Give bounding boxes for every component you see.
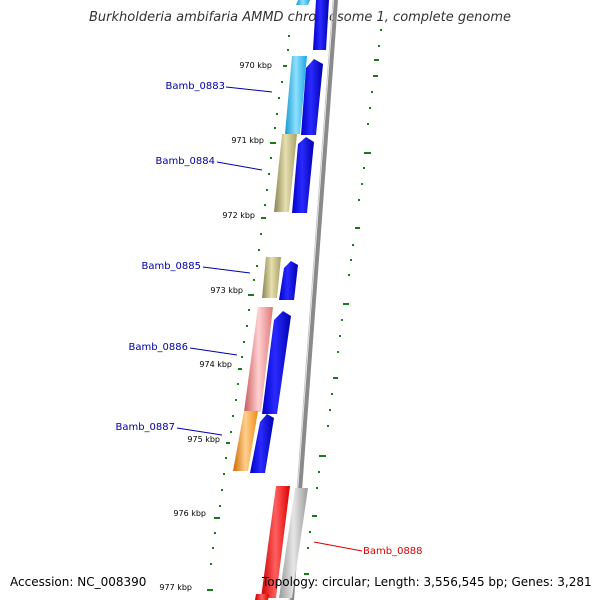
gene-feature-bamb-0888[interactable] [261,486,290,598]
tick-label: 976 kbp [173,509,206,518]
gene-feature-bamb-0885[interactable] [262,257,281,298]
gene-label-bamb-0887[interactable]: Bamb_0887 [115,422,175,433]
tick-label: 972 kbp [222,211,255,220]
gene-label-bamb-0888[interactable]: Bamb_0888 [363,546,423,557]
reverse-cds-track [255,486,308,600]
forward-cds-track [250,0,329,473]
map-title: Burkholderia ambifaria AMMD chromosome 1… [88,10,512,25]
tick-label: 970 kbp [239,61,272,70]
gene-feature-bamb-0884[interactable] [274,134,297,212]
cds-arrow[interactable] [313,0,329,50]
gene-labels: Bamb_0883 Bamb_0884 Bamb_0885 Bamb_0886 … [115,81,422,557]
cds-arrow-reverse[interactable] [279,488,308,598]
gene-feature-bamb-0887[interactable] [233,411,258,471]
gc-content-track [207,35,290,591]
gc-skew-track [304,29,382,575]
cds-arrow[interactable] [292,137,314,213]
cds-arrow[interactable] [262,311,291,414]
gene-feature-bamb-0886[interactable] [244,307,273,412]
tick-label: 974 kbp [199,360,232,369]
position-labels: 970 kbp 971 kbp 972 kbp 973 kbp 974 kbp … [159,61,272,592]
gene-feature-bottom[interactable] [255,594,269,600]
accession-text: Accession: NC_008390 [10,575,147,589]
cds-arrow[interactable] [250,414,274,473]
gene-features [233,0,310,471]
tick-label: 971 kbp [231,136,264,145]
gene-label-bamb-0886[interactable]: Bamb_0886 [128,342,188,353]
tick-label: 975 kbp [187,435,220,444]
label-connectors [176,86,363,552]
gene-feature-top[interactable] [296,0,310,5]
cds-arrow[interactable] [279,261,298,300]
gene-label-bamb-0883[interactable]: Bamb_0883 [165,81,225,92]
tick-label: 977 kbp [159,583,192,592]
gene-feature-bamb-0883[interactable] [285,56,307,134]
gene-label-bamb-0884[interactable]: Bamb_0884 [155,156,215,167]
genome-summary-text: Topology: circular; Length: 3,556,545 bp… [262,575,592,589]
gene-label-bamb-0885[interactable]: Bamb_0885 [141,261,201,272]
cds-arrow[interactable] [301,59,323,135]
tick-label: 973 kbp [210,286,243,295]
